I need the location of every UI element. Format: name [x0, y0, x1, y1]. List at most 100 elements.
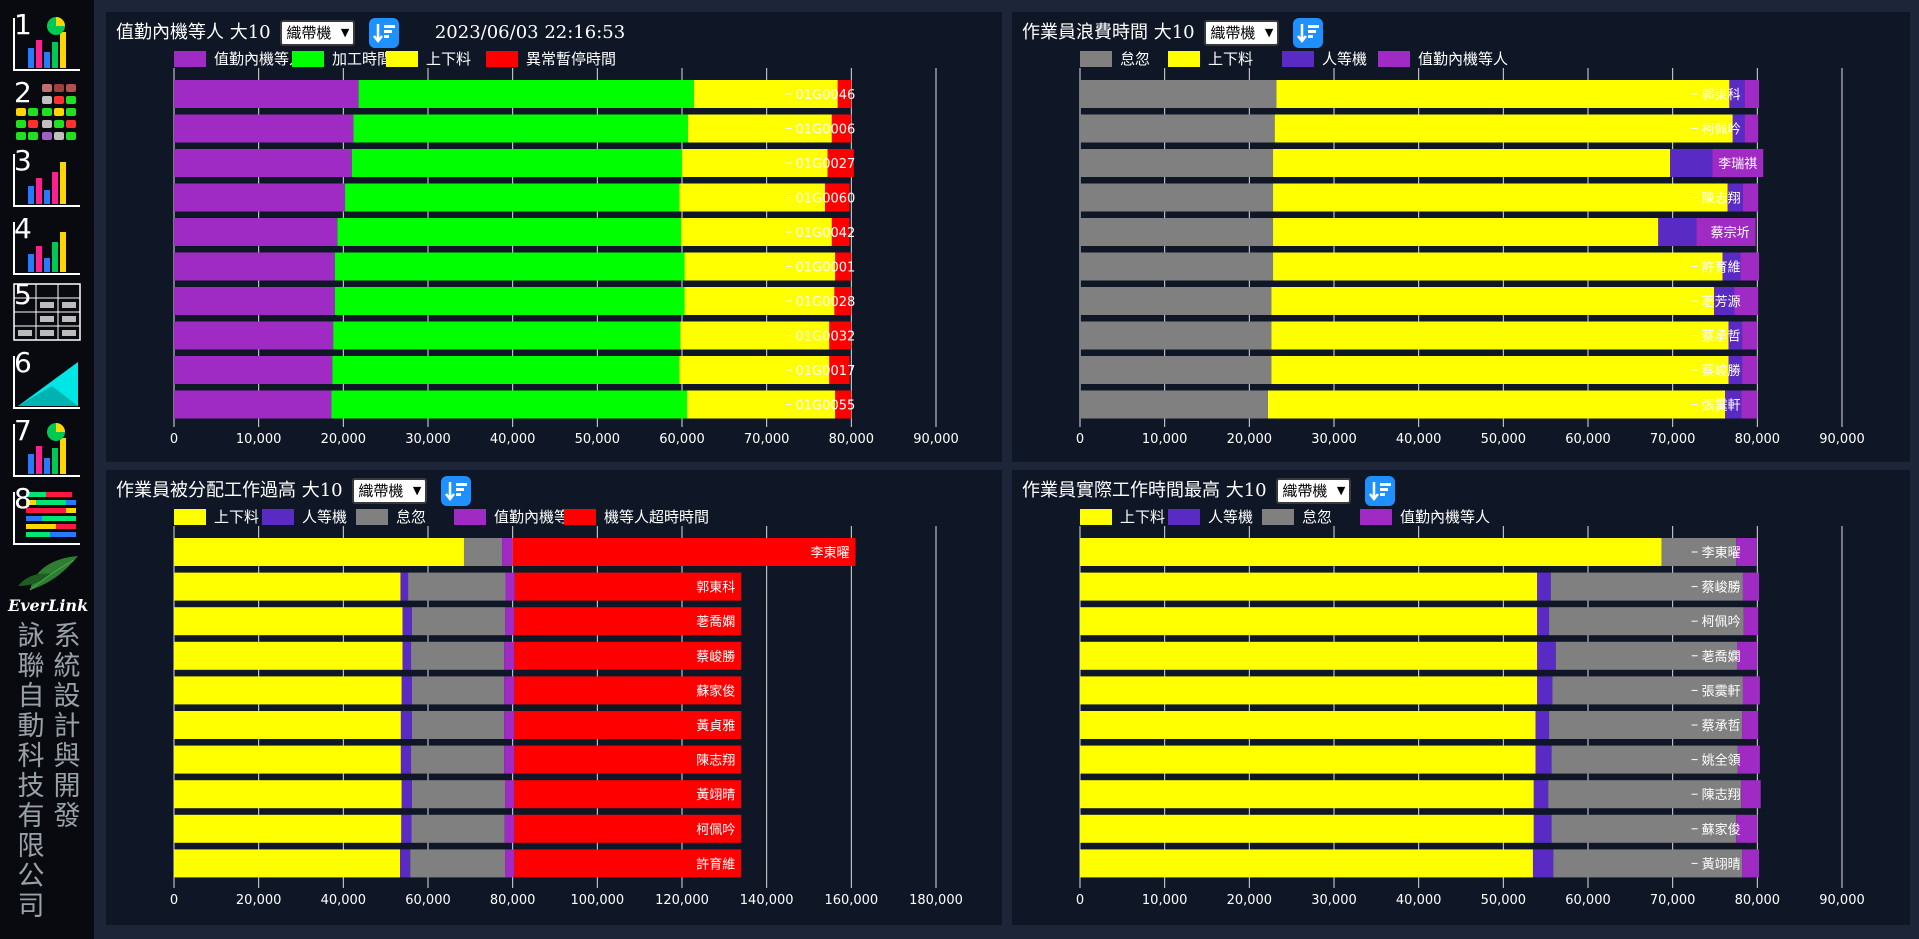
bar-segment[interactable]: [1742, 849, 1760, 878]
bar-segment[interactable]: [684, 252, 836, 281]
bar-segment[interactable]: [1080, 745, 1536, 774]
bar-segment[interactable]: [334, 252, 685, 281]
bar-segment[interactable]: [514, 849, 742, 878]
bar-segment[interactable]: [504, 711, 515, 739]
bar-segment[interactable]: [1080, 711, 1536, 739]
bar-segment[interactable]: [1080, 676, 1538, 705]
legend-item[interactable]: 機等人超時時間: [564, 506, 709, 528]
bar-segment[interactable]: [505, 572, 515, 601]
bar-segment[interactable]: [1080, 849, 1533, 878]
legend-item[interactable]: 上下料: [174, 506, 259, 528]
bar-segment[interactable]: [1080, 390, 1268, 419]
bar-segment[interactable]: [174, 287, 335, 315]
bar-segment[interactable]: [1080, 114, 1275, 143]
bar-segment[interactable]: [402, 607, 412, 636]
bar-segment[interactable]: [1271, 321, 1729, 350]
legend-item[interactable]: 值勤內機等人: [1360, 506, 1490, 528]
bar-segment[interactable]: [1696, 218, 1756, 246]
bar-segment[interactable]: [1742, 572, 1760, 601]
bar-segment[interactable]: [358, 80, 694, 108]
bar-segment[interactable]: [834, 287, 852, 315]
bar-segment[interactable]: [687, 114, 832, 143]
bar-segment[interactable]: [1741, 390, 1758, 419]
bar-segment[interactable]: [679, 356, 830, 384]
legend-item[interactable]: 值勤內機等人: [1378, 48, 1508, 70]
bar-segment[interactable]: [1549, 711, 1743, 739]
bar-segment[interactable]: [1080, 780, 1534, 809]
bar-segment[interactable]: [1271, 356, 1729, 384]
bar-segment[interactable]: [1537, 676, 1553, 705]
bar-segment[interactable]: [1553, 849, 1743, 878]
bar-segment[interactable]: [1744, 114, 1759, 143]
bar-segment[interactable]: [835, 390, 852, 419]
bar-segment[interactable]: [411, 780, 506, 809]
bar-segment[interactable]: [829, 356, 850, 384]
bar-segment[interactable]: [502, 538, 513, 566]
bar-segment[interactable]: [174, 745, 401, 774]
legend-item[interactable]: 值勤內機等人: [174, 48, 304, 70]
bar-segment[interactable]: [333, 321, 681, 350]
bar-segment[interactable]: [1273, 252, 1723, 281]
bar-segment[interactable]: [1533, 780, 1549, 809]
bar-segment[interactable]: [351, 149, 682, 177]
bar-segment[interactable]: [1737, 641, 1758, 670]
bar-segment[interactable]: [1276, 80, 1730, 108]
bar-segment[interactable]: [1740, 252, 1760, 281]
legend-item[interactable]: 上下料: [386, 48, 471, 70]
bar-segment[interactable]: [1537, 607, 1550, 636]
bar-segment[interactable]: [408, 572, 506, 601]
bar-segment[interactable]: [1714, 287, 1735, 315]
bar-segment[interactable]: [684, 287, 835, 315]
bar-segment[interactable]: [679, 183, 826, 212]
bar-segment[interactable]: [174, 780, 402, 809]
bar-segment[interactable]: [837, 80, 852, 108]
bar-segment[interactable]: [1080, 287, 1272, 315]
bar-segment[interactable]: [174, 538, 464, 566]
bar-segment[interactable]: [1080, 814, 1534, 843]
bar-segment[interactable]: [1736, 538, 1757, 566]
bar-segment[interactable]: [1729, 80, 1745, 108]
bar-segment[interactable]: [1552, 676, 1743, 705]
bar-segment[interactable]: [174, 321, 334, 350]
bar-segment[interactable]: [1080, 149, 1274, 177]
bar-segment[interactable]: [505, 780, 515, 809]
bar-segment[interactable]: [411, 814, 505, 843]
bar-segment[interactable]: [514, 607, 742, 636]
bar-segment[interactable]: [411, 711, 505, 739]
bar-segment[interactable]: [1080, 252, 1274, 281]
bar-segment[interactable]: [411, 607, 506, 636]
bar-segment[interactable]: [514, 780, 742, 809]
bar-segment[interactable]: [1080, 356, 1272, 384]
bar-segment[interactable]: [1661, 538, 1737, 566]
legend-item[interactable]: 怠忽: [1262, 506, 1332, 528]
bar-segment[interactable]: [174, 390, 332, 419]
bar-segment[interactable]: [514, 676, 742, 705]
bar-segment[interactable]: [514, 745, 742, 774]
bar-segment[interactable]: [401, 676, 412, 705]
bar-segment[interactable]: [411, 676, 505, 705]
bar-segment[interactable]: [345, 183, 680, 212]
bar-segment[interactable]: [1551, 745, 1738, 774]
sort-button[interactable]: [369, 18, 400, 48]
legend-item[interactable]: 加工時間: [292, 48, 392, 70]
bar-segment[interactable]: [1273, 149, 1671, 177]
legend-item[interactable]: 人等機: [1168, 506, 1253, 528]
bar-segment[interactable]: [411, 745, 505, 774]
bar-segment[interactable]: [1267, 390, 1726, 419]
bar-segment[interactable]: [411, 641, 505, 670]
bar-segment[interactable]: [174, 356, 333, 384]
bar-segment[interactable]: [693, 80, 838, 108]
bar-segment[interactable]: [835, 252, 852, 281]
bar-segment[interactable]: [1712, 149, 1764, 177]
bar-segment[interactable]: [400, 849, 411, 878]
bar-segment[interactable]: [1550, 572, 1743, 601]
bar-segment[interactable]: [1535, 745, 1552, 774]
bar-segment[interactable]: [174, 572, 401, 601]
bar-segment[interactable]: [174, 849, 401, 878]
bar-segment[interactable]: [1722, 252, 1741, 281]
bar-segment[interactable]: [514, 641, 742, 670]
machine-type-select[interactable]: 織帶機 ▼: [352, 478, 428, 504]
bar-segment[interactable]: [505, 849, 515, 878]
bar-segment[interactable]: [1551, 814, 1737, 843]
bar-segment[interactable]: [1537, 641, 1556, 670]
